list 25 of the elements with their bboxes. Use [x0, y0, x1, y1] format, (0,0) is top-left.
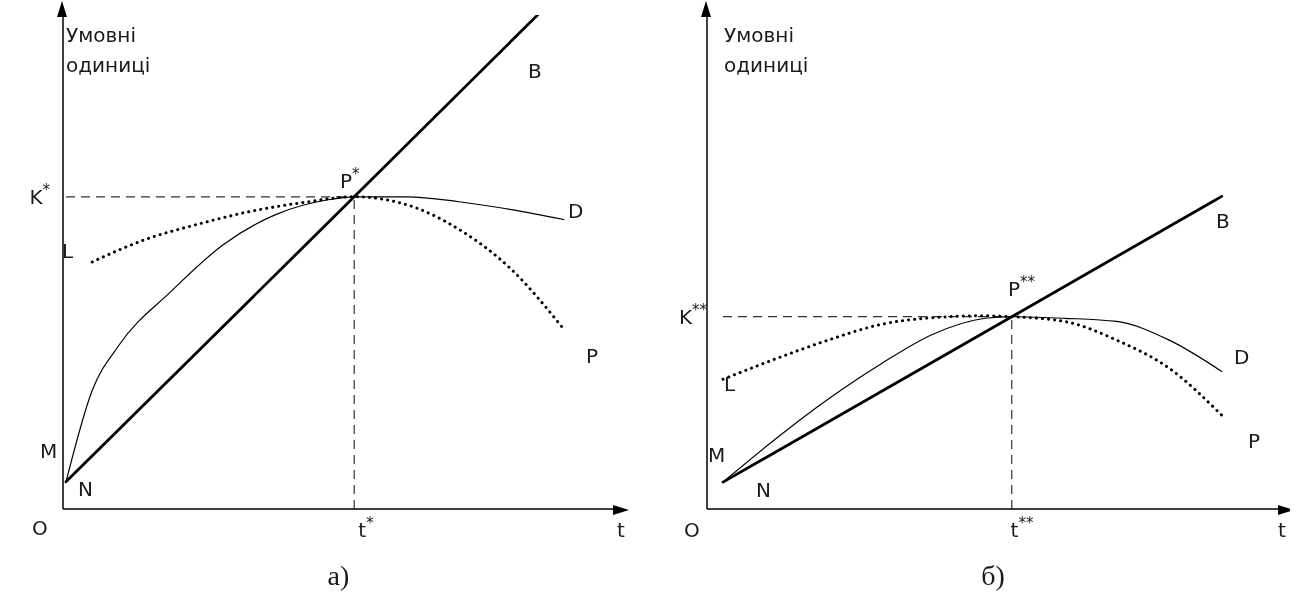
ref-line-label: K$^{*}$ — [29, 180, 51, 209]
annotation: P$^{*}$ — [340, 165, 361, 193]
annotation: N — [78, 477, 93, 501]
y-axis-title: Умовні одиниці — [66, 23, 151, 77]
series-label: D — [1234, 345, 1250, 369]
annotation: P$^{**}$ — [1008, 273, 1036, 301]
series-label: D — [568, 199, 584, 223]
annotation: L — [724, 372, 736, 396]
series-label: P — [1248, 429, 1261, 453]
series-label: P — [586, 344, 599, 368]
x-axis-title: t — [617, 518, 625, 542]
y-axis-title: Умовні одиниці — [724, 23, 809, 77]
annotation: N — [756, 478, 771, 502]
series-label: B — [1216, 209, 1230, 233]
annotation: M — [708, 443, 726, 467]
text: t$^{**}$ — [1010, 514, 1034, 542]
x-axis-title: t — [1278, 518, 1286, 542]
text: t$^{*}$ — [358, 514, 375, 542]
text: а) — [327, 560, 350, 591]
annotation: L — [62, 239, 74, 263]
text: M — [40, 439, 58, 463]
text: б) — [981, 560, 1005, 591]
text: O — [32, 516, 48, 540]
series-label: B — [528, 59, 542, 83]
text: O — [684, 518, 700, 542]
